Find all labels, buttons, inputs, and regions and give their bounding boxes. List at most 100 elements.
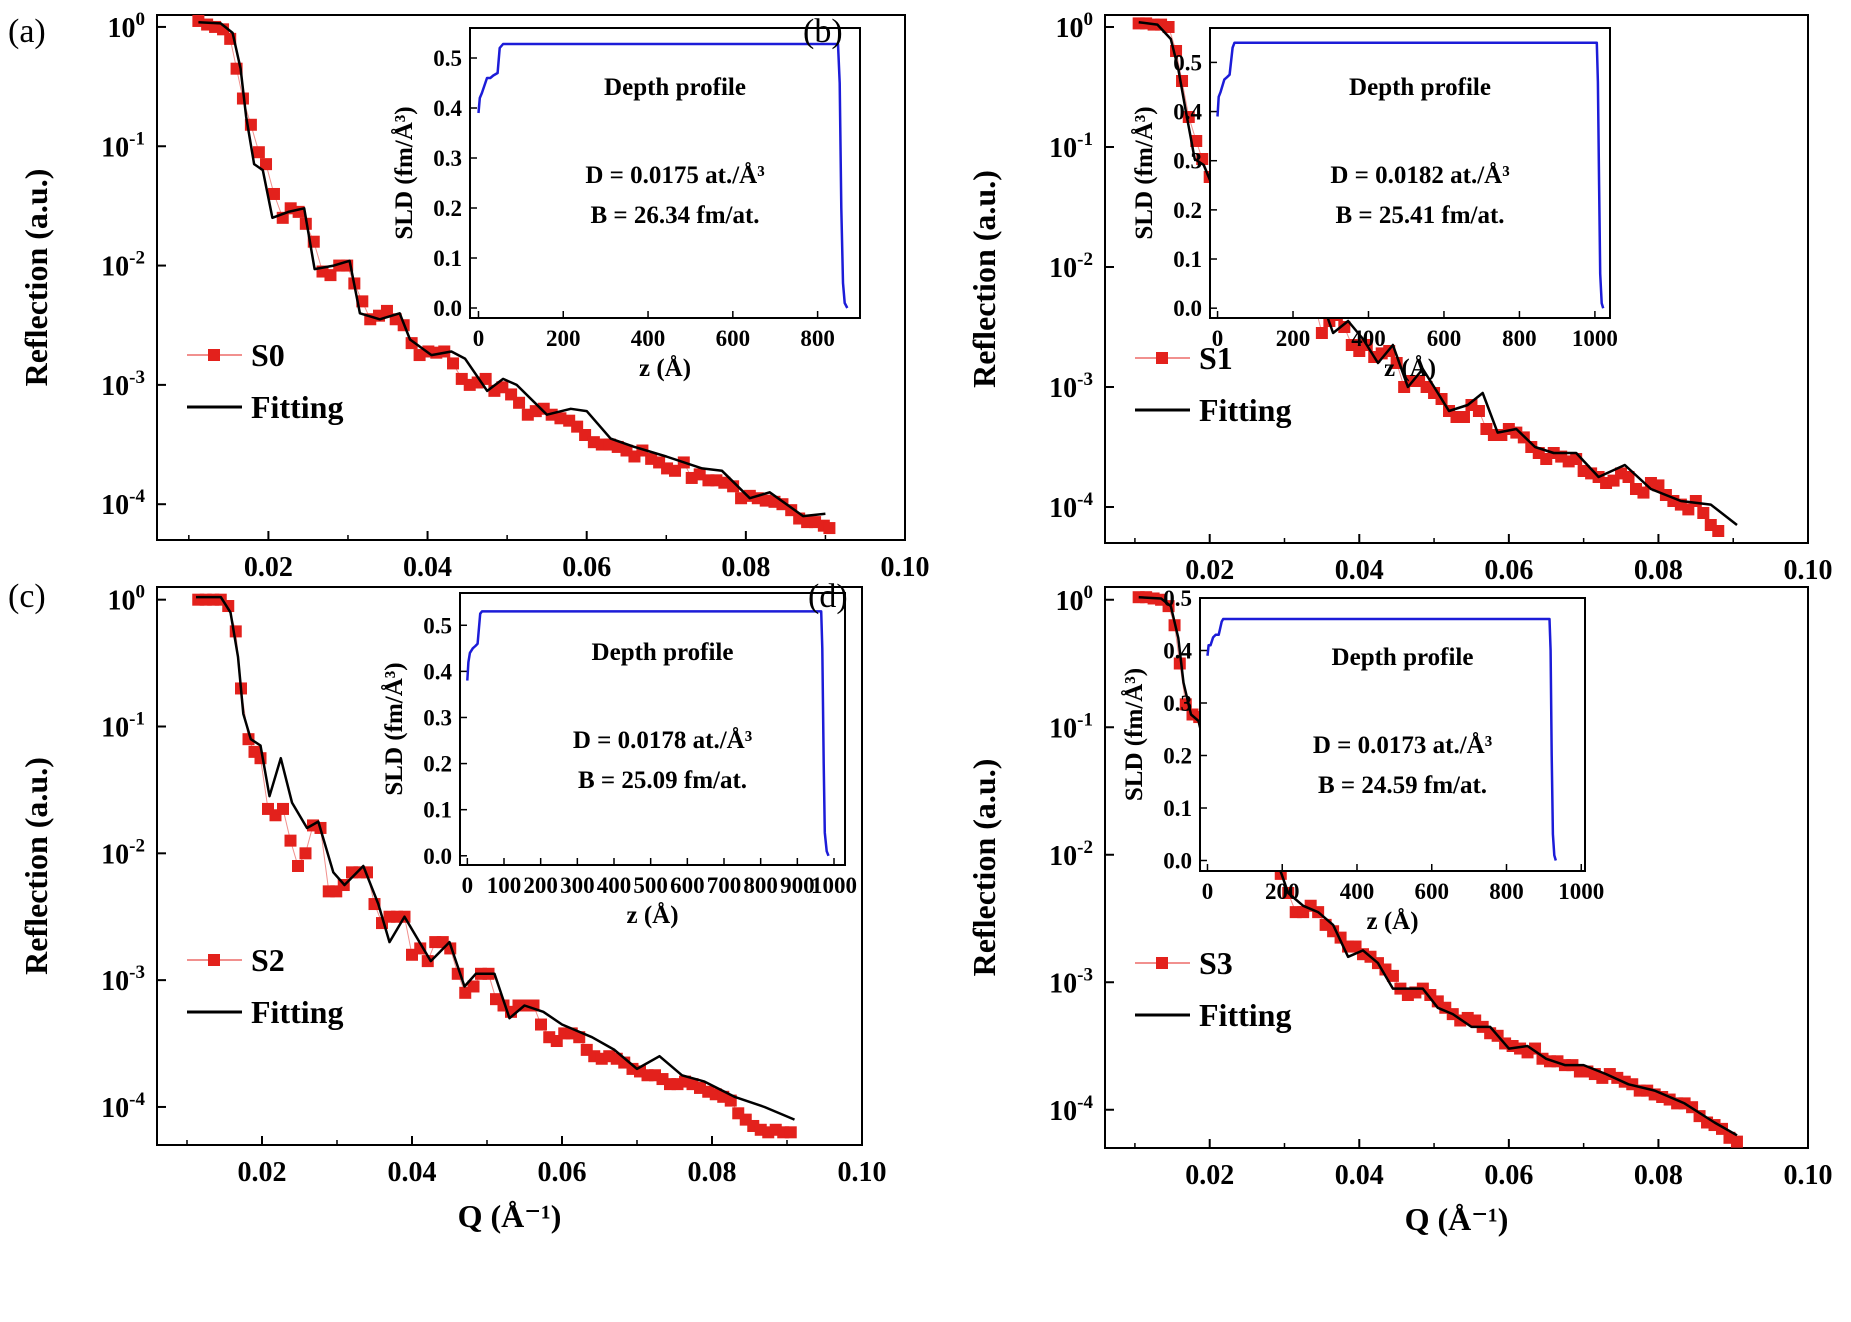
data-point bbox=[1190, 135, 1203, 147]
legend-data-marker bbox=[1156, 957, 1168, 969]
y-axis-label: Reflection (a.u.) bbox=[966, 759, 1002, 977]
inset-y-tick-label: 0.4 bbox=[423, 659, 452, 684]
y-tick-base: 10 bbox=[108, 13, 136, 44]
inset-x-label: z (Å) bbox=[626, 901, 678, 929]
y-tick-base: 10 bbox=[101, 252, 129, 283]
inset-x-label: z (Å) bbox=[1384, 354, 1436, 382]
inset-x-tick-label: 0 bbox=[1212, 326, 1224, 351]
panel-letter: (a) bbox=[8, 13, 46, 50]
inset-y-tick-label: 0.1 bbox=[1173, 247, 1202, 272]
y-axis-label: Reflection (a.u.) bbox=[18, 757, 54, 975]
inset: 0 200 400 600 800 1000 0.0 0.1 0.2 0.3 0.4 0.5 z (Å)… bbox=[1120, 586, 1604, 935]
y-tick-exp: -3 bbox=[129, 962, 145, 983]
data-point bbox=[277, 802, 289, 815]
inset-y-label: SLD (fm/Å³) bbox=[1120, 668, 1148, 801]
data-point bbox=[479, 372, 492, 385]
y-tick-label: 10-3 bbox=[101, 367, 145, 402]
data-point bbox=[1637, 486, 1650, 499]
y-tick-label: 10-1 bbox=[101, 128, 145, 163]
plot-frame bbox=[1104, 14, 1809, 544]
x-axis-label: Q (Å⁻¹) bbox=[1405, 1201, 1509, 1237]
panel-b: (b)0.02 0.04 0.06 0.08 0.1010010-110-210-310… bbox=[803, 9, 1833, 632]
inset-x-tick-label: 400 bbox=[631, 326, 666, 351]
y-tick-base: 10 bbox=[1049, 713, 1077, 744]
inset-title: Depth profile bbox=[1332, 644, 1474, 671]
y-tick-label: 10-1 bbox=[101, 709, 145, 744]
y-tick-label: 10-1 bbox=[1049, 709, 1093, 744]
inset-y-tick-label: 0.0 bbox=[1173, 296, 1202, 321]
sld-profile-line bbox=[477, 42, 849, 309]
y-tick-base: 10 bbox=[1049, 493, 1077, 524]
inset-y-label: SLD (fm/Å³) bbox=[1130, 106, 1158, 239]
inset-x-tick-label: 100 bbox=[487, 873, 522, 898]
inset-x-tick-label: 200 bbox=[546, 326, 581, 351]
inset: 0 200 400 600 800 1000 0.0 0.1 0.2 0.3 0.4 0.5 z (Å)… bbox=[1130, 27, 1618, 382]
sld-profile-line bbox=[1206, 617, 1558, 861]
inset-y-tick-label: 0.1 bbox=[433, 246, 462, 271]
panel-c: (c)0.02 0.04 0.06 0.08 0.1010010-110-210-310… bbox=[8, 578, 887, 1234]
inset-x-tick-label: 0 bbox=[462, 873, 474, 898]
y-tick-base: 10 bbox=[101, 1093, 129, 1124]
inset-x-tick-label: 200 bbox=[523, 873, 558, 898]
inset-title: Depth profile bbox=[1349, 74, 1491, 101]
inset-title: Depth profile bbox=[592, 639, 734, 666]
y-tick-label: 100 bbox=[108, 582, 146, 617]
y-tick-exp: -2 bbox=[1077, 837, 1093, 858]
panel-d: (d)0.02 0.04 0.06 0.08 0.1010010-110-210-310… bbox=[808, 578, 1833, 1237]
data-point bbox=[784, 1126, 797, 1139]
legend-fit-label: Fitting bbox=[1199, 392, 1291, 428]
y-tick-base: 10 bbox=[1049, 373, 1077, 404]
y-tick-base: 10 bbox=[101, 371, 129, 402]
inset-title: Depth profile bbox=[604, 74, 746, 101]
data-point bbox=[467, 980, 480, 993]
inset-scattering-text: B = 25.41 fm/at. bbox=[1335, 202, 1504, 229]
y-tick-base: 10 bbox=[1049, 841, 1077, 872]
sld-profile-line bbox=[466, 610, 830, 857]
sld-profile-line bbox=[1216, 41, 1605, 309]
inset-y-tick-label: 0.2 bbox=[423, 752, 452, 777]
data-point bbox=[1457, 411, 1470, 423]
data-point bbox=[192, 14, 205, 27]
inset-y-tick-label: 0.3 bbox=[1163, 691, 1192, 716]
inset-x-tick-label: 800 bbox=[743, 873, 778, 898]
x-tick-label: 0.04 bbox=[403, 552, 452, 583]
x-tick-label: 0.02 bbox=[1185, 555, 1234, 586]
x-tick-label: 0.08 bbox=[721, 552, 770, 583]
y-tick-label: 10-4 bbox=[101, 486, 145, 521]
fit-line bbox=[198, 20, 826, 518]
inset-y-tick-label: 0.4 bbox=[1163, 639, 1192, 664]
data-point bbox=[414, 942, 427, 955]
inset-y-tick-label: 0.2 bbox=[1163, 744, 1192, 769]
data-point bbox=[1529, 1042, 1542, 1055]
y-tick-base: 10 bbox=[101, 490, 129, 521]
inset-y-tick-label: 0.5 bbox=[1173, 50, 1202, 75]
inset-y-tick-label: 0.0 bbox=[433, 296, 462, 321]
data-point bbox=[823, 522, 836, 535]
data-point bbox=[1712, 525, 1725, 537]
plot-frame bbox=[156, 586, 863, 1146]
x-tick-label: 0.10 bbox=[838, 1157, 887, 1188]
inset-scattering-text: B = 26.34 fm/at. bbox=[590, 202, 759, 229]
inset-x-tick-label: 600 bbox=[1414, 879, 1449, 904]
x-tick-label: 0.06 bbox=[1484, 1160, 1533, 1191]
data-point bbox=[1472, 405, 1485, 417]
data-point bbox=[209, 20, 222, 33]
y-axis-label: Reflection (a.u.) bbox=[18, 169, 54, 387]
data-point bbox=[292, 860, 304, 872]
inset-y-tick-label: 0.1 bbox=[423, 798, 452, 823]
y-tick-label: 100 bbox=[1056, 582, 1094, 617]
y-tick-exp: -1 bbox=[1077, 129, 1093, 150]
legend-data-marker bbox=[1156, 352, 1168, 364]
data-point bbox=[252, 146, 265, 159]
inset-y-tick-label: 0.5 bbox=[1163, 586, 1192, 611]
inset-x-tick-label: 800 bbox=[1502, 326, 1537, 351]
inset-x-tick-label: 1000 bbox=[1558, 879, 1604, 904]
legend-data-label: S2 bbox=[251, 942, 285, 978]
inset-y-tick-label: 0.3 bbox=[1173, 149, 1202, 174]
y-tick-label: 10-2 bbox=[1049, 249, 1093, 284]
legend-data-label: S3 bbox=[1199, 945, 1233, 981]
data-point bbox=[513, 396, 526, 409]
inset-y-tick-label: 0.3 bbox=[423, 705, 452, 730]
inset: 0 200 400 600 800 0.0 0.1 0.2 0.3 0.4 0.5 z (Å) SLD … bbox=[390, 27, 861, 382]
